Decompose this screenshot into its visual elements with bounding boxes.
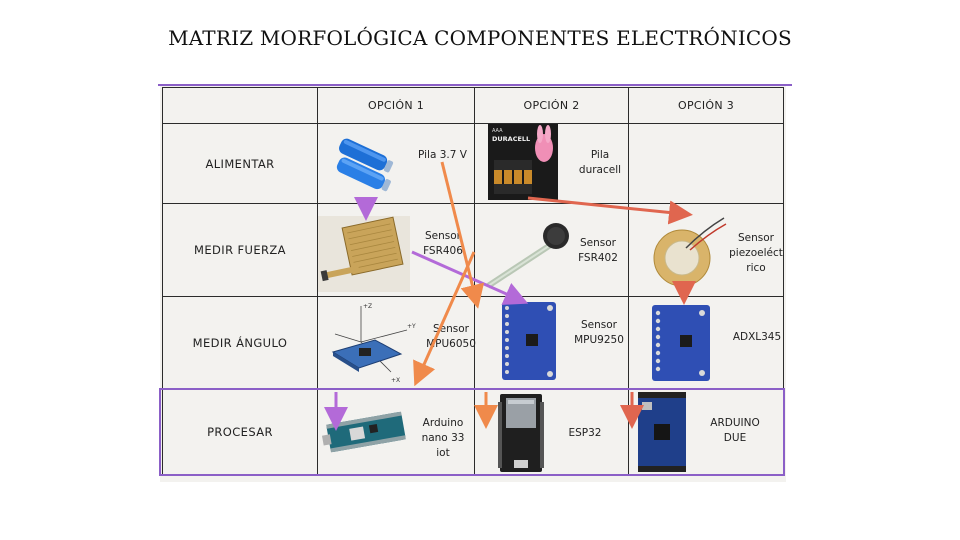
mpu6050-diagram-image: +Z +Y +X <box>321 300 417 384</box>
option-label-sensor-piezo: Sensor piezoeléct rico <box>729 232 783 274</box>
option-label-arduino-due: ARDUINO DUE <box>710 417 760 444</box>
option-label-sensor-mpu9250: Sensor MPU9250 <box>574 319 624 346</box>
piezo-sensor-image <box>642 214 730 294</box>
header-option-1: OPCIÓN 1 <box>317 87 475 124</box>
adxl345-board-image <box>650 303 712 383</box>
row-label-medir-fuerza: MEDIR FUERZA <box>162 203 318 297</box>
cell-alimentar-3 <box>628 123 784 204</box>
option-label-sensor-fsr402: Sensor FSR402 <box>578 237 618 264</box>
corner-cell <box>162 87 318 124</box>
option-label-sensor-fsr406: Sensor FSR406 <box>423 230 463 257</box>
arduino-due-image <box>636 390 688 474</box>
row-label-procesar: PROCESAR <box>162 388 318 475</box>
esp32-board-image <box>496 392 546 474</box>
option-label-adxl345: ADXL345 <box>732 331 782 343</box>
battery-duracell-image: AAA DURACELL <box>488 124 558 200</box>
top-divider <box>158 84 792 86</box>
option-label-pila-duracell: Pila duracell <box>578 149 622 176</box>
option-label-pila-37v: Pila 3.7 V <box>418 149 467 161</box>
svg-text:+X: +X <box>391 377 400 384</box>
brand-label: DURACELL <box>492 135 530 143</box>
option-label-arduino-nano: Arduino nano 33 iot <box>421 417 465 459</box>
fsr402-sensor-image <box>478 210 574 296</box>
svg-text:+Y: +Y <box>407 323 416 330</box>
header-option-3: OPCIÓN 3 <box>628 87 784 124</box>
arduino-nano-33-image <box>322 400 410 464</box>
row-label-alimentar: ALIMENTAR <box>162 123 318 204</box>
row-label-medir-angulo: MEDIR ÁNGULO <box>162 296 318 389</box>
option-label-esp32: ESP32 <box>568 427 602 439</box>
battery-18650-image <box>328 130 412 192</box>
page-title: MATRIZ MORFOLÓGICA COMPONENTES ELECTRÓNI… <box>168 26 792 50</box>
header-option-2: OPCIÓN 2 <box>474 87 629 124</box>
mpu9250-board-image <box>500 300 558 382</box>
svg-text:AAA: AAA <box>492 128 503 134</box>
svg-text:+Z: +Z <box>363 303 372 310</box>
fsr406-sensor-image <box>318 216 410 292</box>
option-label-sensor-mpu6050: Sensor MPU6050 <box>426 323 476 350</box>
